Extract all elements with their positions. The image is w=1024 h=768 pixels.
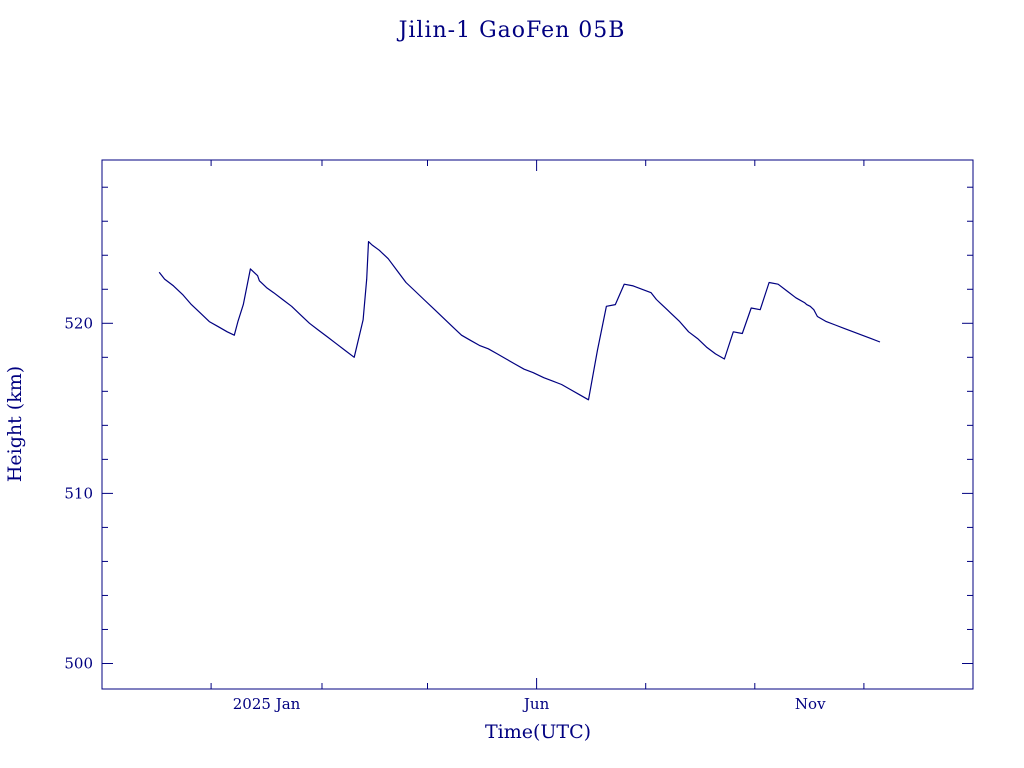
x-axis-label: Time(UTC): [485, 721, 591, 743]
x-tick-label: Nov: [795, 695, 826, 713]
height-series-line: [158, 241, 881, 401]
y-tick-label: 500: [64, 654, 93, 672]
plot-frame: [101, 159, 974, 690]
y-tick-label: 520: [64, 314, 93, 332]
x-tick-label: Jun: [522, 695, 550, 713]
x-axis-ticks: 2025 Jan Jun Nov: [101, 160, 865, 713]
x-tick-label: 2025 Jan: [233, 695, 301, 713]
series-layer: [158, 241, 881, 401]
chart-title: Jilin-1 GaoFen 05B: [397, 18, 626, 43]
y-axis-label: Height (km): [4, 366, 26, 482]
y-tick-label: 510: [64, 484, 93, 502]
y-axis-ticks: 500 510 520: [64, 186, 973, 672]
